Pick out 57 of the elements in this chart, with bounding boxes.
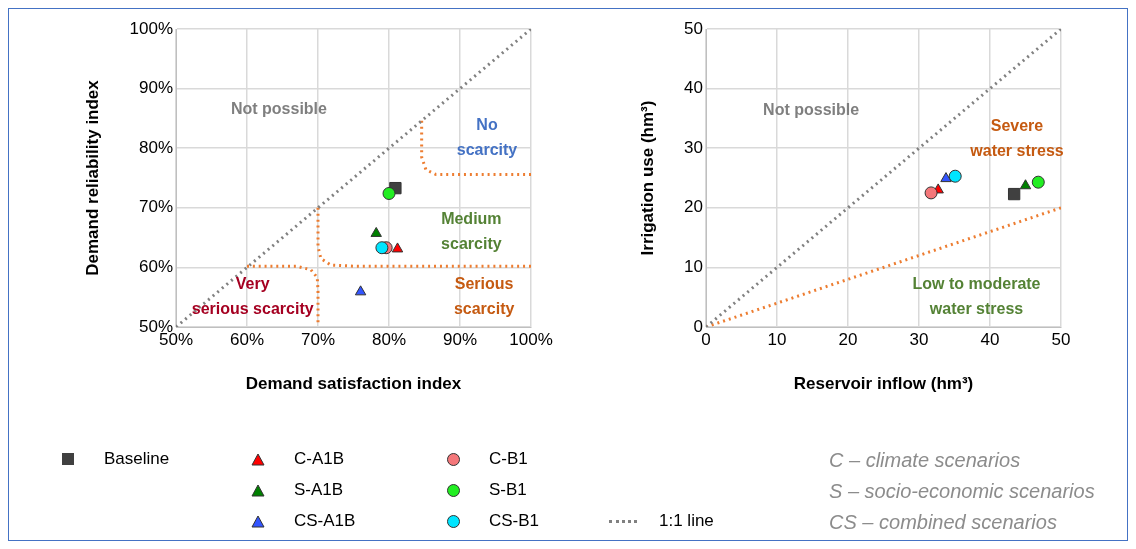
- y-tick-label: 30: [684, 137, 703, 157]
- legend-label: Baseline: [104, 449, 170, 469]
- x-axis-title: Reservoir inflow (hm³): [793, 374, 974, 394]
- y-tick-label: 0: [693, 316, 703, 336]
- annotation: Not possible: [230, 99, 328, 117]
- y-axis-title: Irrigation use (hm³): [637, 100, 657, 256]
- text: CS – combined scenarios: [829, 511, 1057, 534]
- legend-label: C-A1B: [294, 449, 345, 469]
- y-tick-label: 100%: [129, 18, 173, 38]
- x-tick-label: 70%: [300, 329, 336, 349]
- y-tick-label: 10: [684, 257, 703, 277]
- y-tick-label: 40: [684, 78, 703, 98]
- point: [1019, 179, 1032, 190]
- y-tick-label: 50: [684, 18, 703, 38]
- line-series: [420, 119, 531, 176]
- annotation: No scarcity: [456, 115, 518, 158]
- y-tick-label: 70%: [138, 197, 173, 217]
- point: [1031, 175, 1045, 189]
- point: [1007, 187, 1021, 201]
- x-tick-label: 90%: [442, 329, 478, 349]
- legend-label: CS-A1B: [294, 511, 356, 531]
- point: [948, 169, 962, 183]
- point: [382, 187, 396, 200]
- x-tick-label: 60%: [229, 329, 265, 349]
- x-tick-label: 40: [980, 329, 1000, 349]
- y-tick-label: 80%: [138, 137, 173, 157]
- point: [924, 186, 938, 200]
- x-tick-label: 100%: [509, 329, 553, 349]
- annotation: Medium scarcity: [441, 209, 502, 252]
- x-tick-label: 80%: [371, 329, 407, 349]
- x-axis-title: Demand satisfaction index: [245, 374, 462, 394]
- annotation: Severe water stress: [969, 117, 1064, 160]
- annotation: Low to moderate water stress: [912, 275, 1041, 318]
- point: [375, 241, 389, 255]
- line-series: [316, 206, 531, 268]
- point: [354, 285, 367, 296]
- annotation: Serious scarcity: [453, 275, 515, 318]
- y-tick-label: 20: [684, 197, 703, 217]
- point: [370, 226, 382, 237]
- y-axis-title: Demand reliability index: [82, 79, 102, 276]
- annotation: Very serious scarcity: [191, 275, 314, 318]
- y-tick-label: 90%: [138, 78, 173, 98]
- annotation: Not possible: [763, 101, 860, 119]
- text: S – socio-economic scenarios: [829, 480, 1095, 503]
- legend-label: S-A1B: [294, 480, 344, 500]
- legend-label: C-B1: [489, 449, 528, 469]
- x-tick-label: 10: [767, 329, 787, 349]
- legend-label: 1:1 line: [659, 511, 714, 531]
- y-tick-label: 60%: [138, 257, 173, 277]
- x-tick-label: 20: [838, 329, 858, 349]
- x-tick-label: 30: [909, 329, 929, 349]
- legend-label: CS-B1: [489, 511, 540, 531]
- point: [940, 172, 952, 183]
- x-tick-label: 50: [1051, 329, 1071, 349]
- legend-label: S-B1: [489, 480, 527, 500]
- point: [391, 242, 404, 253]
- text: C – climate scenarios: [829, 449, 1021, 472]
